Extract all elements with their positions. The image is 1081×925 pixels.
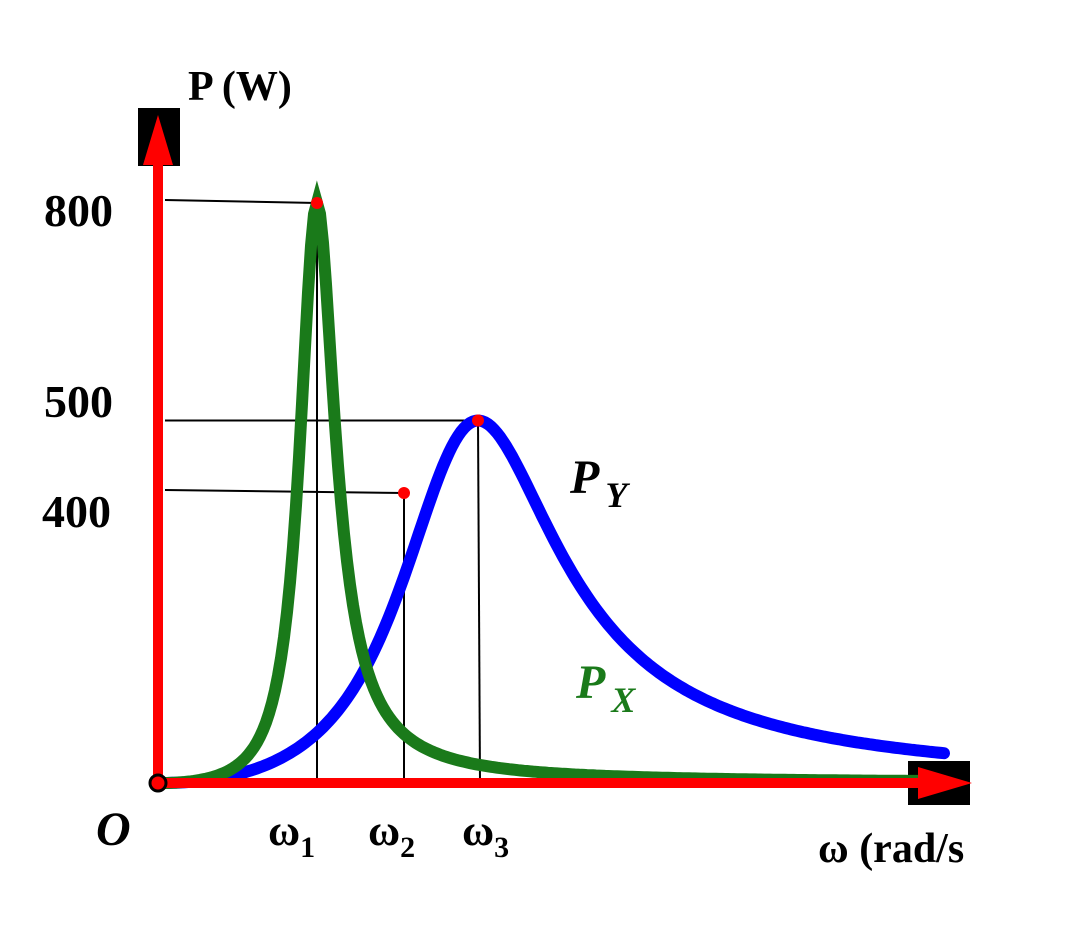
series-px-line — [158, 180, 950, 789]
series-py-line — [158, 414, 950, 789]
origin-point — [148, 773, 168, 793]
x-axis-title: ω (rad/s — [818, 826, 964, 872]
guide-h-400 — [164, 489, 405, 494]
x-axis-arrow — [918, 767, 972, 799]
guide-v-w3 — [477, 420, 481, 784]
x-tick-w3: ω3 — [462, 806, 509, 864]
guide-lines — [164, 199, 481, 784]
y-tick-400: 400 — [42, 486, 111, 537]
py-peak-point — [472, 414, 484, 427]
y-axis-title: P (W) — [188, 64, 292, 110]
x-tick-w2: ω2 — [368, 806, 415, 864]
intersection-point — [398, 487, 410, 499]
y-tick-500: 500 — [44, 376, 113, 427]
px-peak-point — [311, 197, 323, 209]
x-tick-w1: ω1 — [268, 806, 315, 864]
y-axis-arrow — [143, 115, 173, 165]
guide-h-800 — [164, 199, 318, 204]
origin-label: O — [96, 803, 131, 856]
y-tick-800: 800 — [44, 185, 113, 236]
